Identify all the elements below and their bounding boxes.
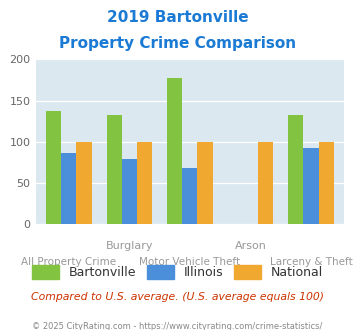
Text: Compared to U.S. average. (U.S. average equals 100): Compared to U.S. average. (U.S. average …	[31, 292, 324, 302]
Text: Property Crime Comparison: Property Crime Comparison	[59, 36, 296, 51]
Text: All Property Crime: All Property Crime	[21, 257, 116, 267]
Text: Motor Vehicle Theft: Motor Vehicle Theft	[140, 257, 240, 267]
Text: Burglary: Burglary	[106, 241, 153, 251]
Text: © 2025 CityRating.com - https://www.cityrating.com/crime-statistics/: © 2025 CityRating.com - https://www.city…	[32, 322, 323, 330]
Bar	[258, 142, 273, 224]
Bar	[304, 148, 319, 224]
Bar	[46, 111, 61, 224]
Bar	[137, 142, 152, 224]
Text: 2019 Bartonville: 2019 Bartonville	[107, 10, 248, 25]
Bar	[167, 78, 182, 224]
Bar	[288, 115, 304, 224]
Legend: Bartonville, Illinois, National: Bartonville, Illinois, National	[25, 259, 330, 285]
Text: Larceny & Theft: Larceny & Theft	[270, 257, 353, 267]
Bar	[76, 142, 92, 224]
Bar	[197, 142, 213, 224]
Text: Arson: Arson	[235, 241, 266, 251]
Bar	[106, 115, 122, 224]
Bar	[61, 152, 76, 224]
Bar	[182, 168, 197, 224]
Bar	[319, 142, 334, 224]
Bar	[122, 159, 137, 224]
